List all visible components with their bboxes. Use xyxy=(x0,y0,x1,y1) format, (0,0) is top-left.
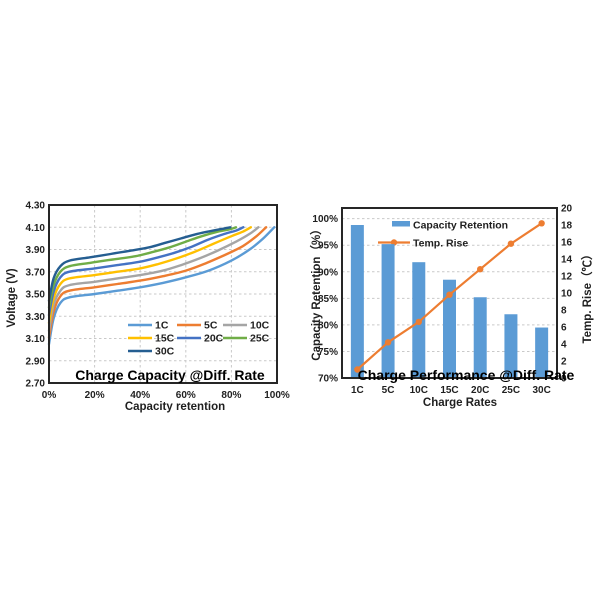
right-y-tick-label: 18 xyxy=(561,221,573,232)
x-tick-label: 40% xyxy=(130,390,150,401)
left-y-tick-label: 100% xyxy=(312,214,338,225)
x-tick-label: 60% xyxy=(176,390,196,401)
right-chart-x-axis-label: Charge Rates xyxy=(422,397,498,409)
left-chart-y-axis-label: Voltage (V) xyxy=(6,268,18,328)
right-chart: Charge Performance @Diff. Rate Capacity … xyxy=(300,180,600,425)
temp-marker-5C xyxy=(384,339,392,346)
left-chart-plot: 2.70 2.90 3.10 3.30 3.50 3.70 3.90 4.10 4.30 0% 20… xyxy=(26,201,290,402)
legend-swatch-capacity-retention xyxy=(392,221,410,227)
y-tick-label: 3.50 xyxy=(26,290,46,301)
legend-marker-temp-rise xyxy=(390,239,398,246)
legend-label-1C: 1C xyxy=(155,320,169,332)
right-y-tick-label: 4 xyxy=(561,340,567,351)
y-tick-label: 2.90 xyxy=(26,356,46,367)
legend-label-capacity-retention: Capacity Retention xyxy=(413,220,508,232)
left-y-tick-label: 70% xyxy=(318,374,338,385)
x-tick-label: 0% xyxy=(42,390,57,401)
legend-label-10C: 10C xyxy=(250,320,270,332)
right-y-tick-label: 8 xyxy=(561,306,567,317)
legend-label-20C: 20C xyxy=(204,333,224,345)
left-chart-x-axis-label: Capacity retention xyxy=(124,401,226,413)
right-y-tick-label: 0 xyxy=(561,374,567,385)
y-tick-label: 3.70 xyxy=(26,267,46,278)
right-y-tick-label: 2 xyxy=(561,357,567,368)
left-chart-title: Charge Capacity @Diff. Rate xyxy=(75,367,265,383)
x-tick-label: 1C xyxy=(351,385,364,396)
right-y-tick-label: 6 xyxy=(561,323,567,334)
y-tick-label: 4.10 xyxy=(26,223,46,234)
left-chart: Charge Capacity @Diff. Rate Voltage (V) … xyxy=(0,180,300,425)
bar-15C xyxy=(443,279,456,378)
left-y-tick-label: 75% xyxy=(318,347,338,358)
series-line-30C xyxy=(47,226,232,302)
temp-marker-1C xyxy=(354,366,361,373)
bar-5C xyxy=(381,244,395,378)
series-line-20C xyxy=(47,226,245,317)
right-y-tick-label: 20 xyxy=(561,204,573,215)
legend-label-temp-rise: Temp. Rise xyxy=(413,238,468,250)
series-line-25C xyxy=(47,226,238,309)
temp-marker-25C xyxy=(507,240,515,247)
y-tick-label: 3.10 xyxy=(26,334,46,345)
series-line-10C xyxy=(47,226,260,332)
x-tick-label: 20% xyxy=(85,390,105,401)
right-y-tick-label: 12 xyxy=(561,272,573,283)
bar-25C xyxy=(504,314,518,378)
x-tick-label: 25C xyxy=(502,385,520,396)
right-chart-right-y-axis-label: Temp. Rise（℃） xyxy=(582,248,594,344)
y-tick-label: 2.70 xyxy=(26,379,46,390)
temp-marker-15C xyxy=(446,291,453,298)
left-y-tick-label: 90% xyxy=(318,267,338,278)
series-line-1C xyxy=(47,226,276,346)
legend-label-5C: 5C xyxy=(204,320,218,332)
right-chart-plot: Capacity Retention Temp. Rise 70% 75% 80% 85%… xyxy=(312,204,573,397)
legend-label-30C: 30C xyxy=(155,346,175,358)
left-y-tick-label: 80% xyxy=(318,320,338,331)
x-tick-label: 30C xyxy=(532,385,550,396)
right-chart-title: Charge Performance @Diff. Rate xyxy=(357,367,575,383)
x-tick-label: 5C xyxy=(382,385,395,396)
bar-20C xyxy=(473,297,487,378)
right-y-tick-label: 10 xyxy=(561,289,573,300)
x-tick-label: 20C xyxy=(471,385,489,396)
temp-marker-20C xyxy=(477,266,484,273)
x-tick-label: 100% xyxy=(264,390,290,401)
y-tick-label: 4.30 xyxy=(26,201,46,212)
legend-label-15C: 15C xyxy=(155,333,175,345)
temp-marker-30C xyxy=(538,220,545,227)
legend-label-25C: 25C xyxy=(250,333,270,345)
x-tick-label: 15C xyxy=(440,385,458,396)
series-line-5C xyxy=(47,226,268,339)
right-y-tick-label: 16 xyxy=(561,238,573,249)
x-tick-label: 80% xyxy=(221,390,241,401)
y-tick-label: 3.30 xyxy=(26,312,46,323)
plot-border xyxy=(341,207,558,379)
series-line-15C xyxy=(47,226,252,325)
right-y-tick-label: 14 xyxy=(561,255,573,266)
temp-marker-10C xyxy=(415,318,422,326)
right-chart-left-y-axis-label: Capacity Retention（%） xyxy=(311,223,323,361)
bar-30C xyxy=(535,327,549,378)
bar-1C xyxy=(350,225,364,378)
plot-border xyxy=(48,204,278,384)
left-y-tick-label: 85% xyxy=(318,294,338,305)
y-tick-label: 3.90 xyxy=(26,245,46,256)
x-tick-label: 10C xyxy=(410,385,428,396)
left-y-tick-label: 95% xyxy=(318,241,338,252)
